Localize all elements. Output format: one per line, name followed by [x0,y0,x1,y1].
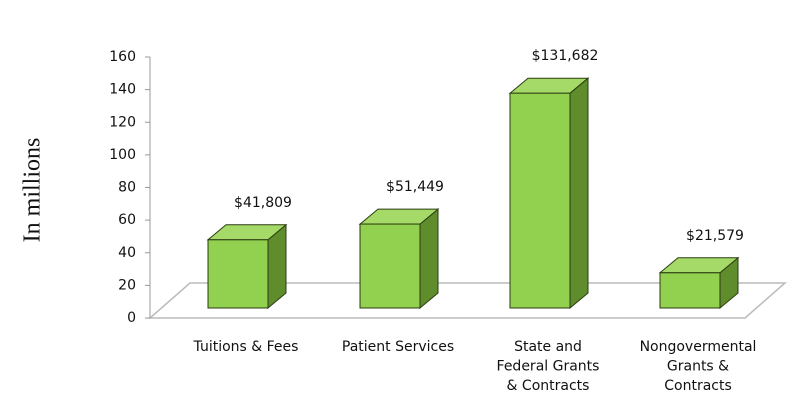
value-label: $41,809 [234,195,292,211]
bar [509,92,571,309]
y-tick-label: 100 [109,147,136,163]
value-label: $51,449 [386,179,444,195]
bar [207,239,269,309]
x-tick-label: Tuitions & Fees [193,339,299,355]
y-tick-label: 140 [109,82,136,98]
y-tick-label: 160 [109,49,136,65]
x-tick-label: State and Federal Grants & Contracts [497,339,600,394]
bar [359,223,421,309]
y-tick-label: 60 [118,212,136,228]
bar-side [419,208,439,310]
y-axis-label: In millions [20,138,46,243]
floor [148,282,787,319]
y-tick-label: 120 [109,114,136,130]
y-tick-label: 80 [118,180,136,196]
value-label: $21,579 [686,228,744,244]
x-tick-label: Patient Services [342,339,454,355]
value-label: $131,682 [532,48,599,64]
y-tick-label: 20 [118,277,136,293]
y-tick-label: 0 [127,310,136,326]
y-tick-label: 40 [118,245,136,261]
bar [659,272,721,309]
bar-side [569,77,589,310]
x-tick-label: Nongovermental Grants & Contracts [640,339,757,394]
